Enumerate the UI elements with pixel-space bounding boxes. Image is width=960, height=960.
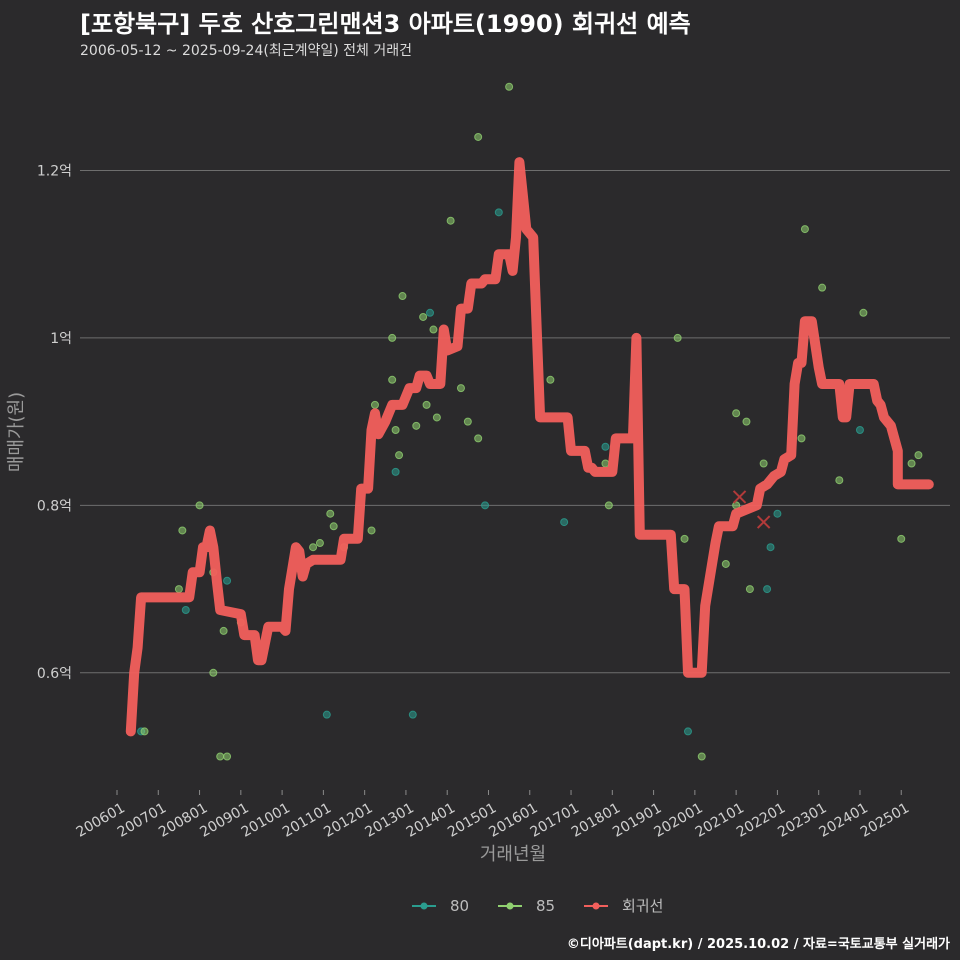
data-point-85 [759, 459, 768, 468]
data-point-80 [223, 576, 232, 585]
data-point-80 [408, 710, 417, 719]
data-point-80 [391, 467, 400, 476]
data-point-85 [412, 421, 421, 430]
data-point-80 [426, 308, 435, 317]
legend-item-85: 85 [498, 897, 555, 915]
data-point-85 [309, 543, 318, 552]
y-tick-label: 1.2억 [37, 163, 72, 179]
data-point-85 [818, 283, 827, 292]
data-point-85 [216, 752, 225, 761]
legend-label: 80 [450, 897, 469, 915]
data-point-85 [174, 585, 183, 594]
data-point-85 [742, 417, 751, 426]
x-axis-title: 거래년월 [480, 844, 546, 865]
data-point-85 [422, 400, 431, 409]
y-tick-label: 0.6억 [37, 666, 72, 682]
x-marker-stroke [732, 490, 747, 504]
data-point-85 [721, 559, 730, 568]
data-point-85 [859, 308, 868, 317]
legend-label: 회귀선 [622, 897, 663, 915]
data-point-85 [326, 509, 335, 518]
legend-swatch-dot [592, 902, 600, 910]
data-point-85 [505, 82, 514, 91]
legend: 80 85 회귀선 [412, 897, 663, 915]
data-point-85 [195, 501, 204, 510]
data-point-85 [673, 333, 682, 342]
data-point-85 [329, 522, 338, 531]
legend-item-80: 80 [412, 897, 469, 915]
data-point-85 [680, 534, 689, 543]
x-marker [756, 515, 771, 529]
data-point-85 [140, 727, 149, 736]
data-point-85 [797, 434, 806, 443]
data-point-85 [835, 476, 844, 485]
data-point-80 [181, 606, 190, 614]
legend-label: 85 [536, 897, 555, 915]
data-point-80 [601, 442, 610, 451]
regression-line-layer [125, 157, 934, 737]
y-tick-layer: 0.6억 0.8억 1억 1.2억 [37, 163, 72, 681]
data-point-85 [745, 585, 754, 594]
data-point-85 [914, 451, 923, 460]
data-point-80 [322, 710, 331, 719]
data-point-85 [732, 409, 741, 418]
data-point-80 [494, 208, 503, 217]
data-point-85 [419, 312, 428, 321]
chart-title: [포항북구] 두호 산호그린맨션3 아파트(1990) 회귀선 예측 [80, 10, 691, 38]
y-tick-label: 0.8억 [37, 498, 72, 514]
chart-subtitle: 2006-05-12 ~ 2025-09-24(최근계약일) 전체 거래건 [80, 43, 412, 59]
data-point-85 [432, 413, 441, 422]
grid-layer [80, 169, 950, 674]
data-point-85 [398, 292, 407, 301]
data-point-85 [388, 375, 397, 384]
data-point-85 [388, 333, 397, 342]
data-point-80 [766, 543, 775, 552]
data-point-85 [697, 752, 706, 761]
data-point-85 [370, 400, 379, 409]
data-point-80 [683, 727, 692, 736]
data-point-85 [315, 539, 324, 548]
data-point-85 [800, 225, 809, 234]
data-point-85 [456, 384, 465, 393]
legend-item-회귀선: 회귀선 [584, 897, 663, 915]
x-marker [732, 490, 747, 504]
data-point-85 [429, 325, 438, 334]
data-point-85 [546, 375, 555, 384]
data-point-85 [604, 501, 613, 510]
data-point-85 [897, 534, 906, 543]
x-marker-stroke [756, 515, 771, 529]
data-point-85 [219, 626, 228, 635]
y-tick-label: 1억 [50, 331, 72, 347]
data-point-85 [223, 752, 232, 761]
data-point-85 [474, 434, 483, 443]
data-point-80 [773, 509, 782, 518]
annotation-layer [732, 490, 771, 529]
footer-credit: ©디아파트(dapt.kr) / 2025.10.02 / 자료=국토교통부 실… [566, 937, 950, 952]
data-point-85 [178, 526, 187, 535]
legend-swatch-dot [506, 902, 514, 910]
data-point-85 [395, 451, 404, 460]
data-point-85 [391, 426, 400, 434]
regression-line [125, 157, 934, 737]
data-point-80 [855, 426, 864, 434]
data-point-80 [560, 518, 569, 527]
data-point-85 [907, 459, 916, 468]
points-layer [137, 82, 923, 761]
legend-swatch-dot [420, 902, 428, 910]
data-point-85 [601, 459, 610, 468]
data-point-80 [481, 501, 490, 510]
y-axis-title: 매매가(원) [6, 392, 27, 472]
x-tick-layer: 2006012007012008012009012010012011012012… [74, 790, 912, 841]
data-point-85 [209, 668, 218, 677]
data-point-85 [446, 216, 455, 225]
data-point-85 [474, 132, 483, 141]
data-point-80 [763, 585, 772, 594]
data-point-85 [367, 526, 376, 535]
data-point-85 [463, 417, 472, 426]
